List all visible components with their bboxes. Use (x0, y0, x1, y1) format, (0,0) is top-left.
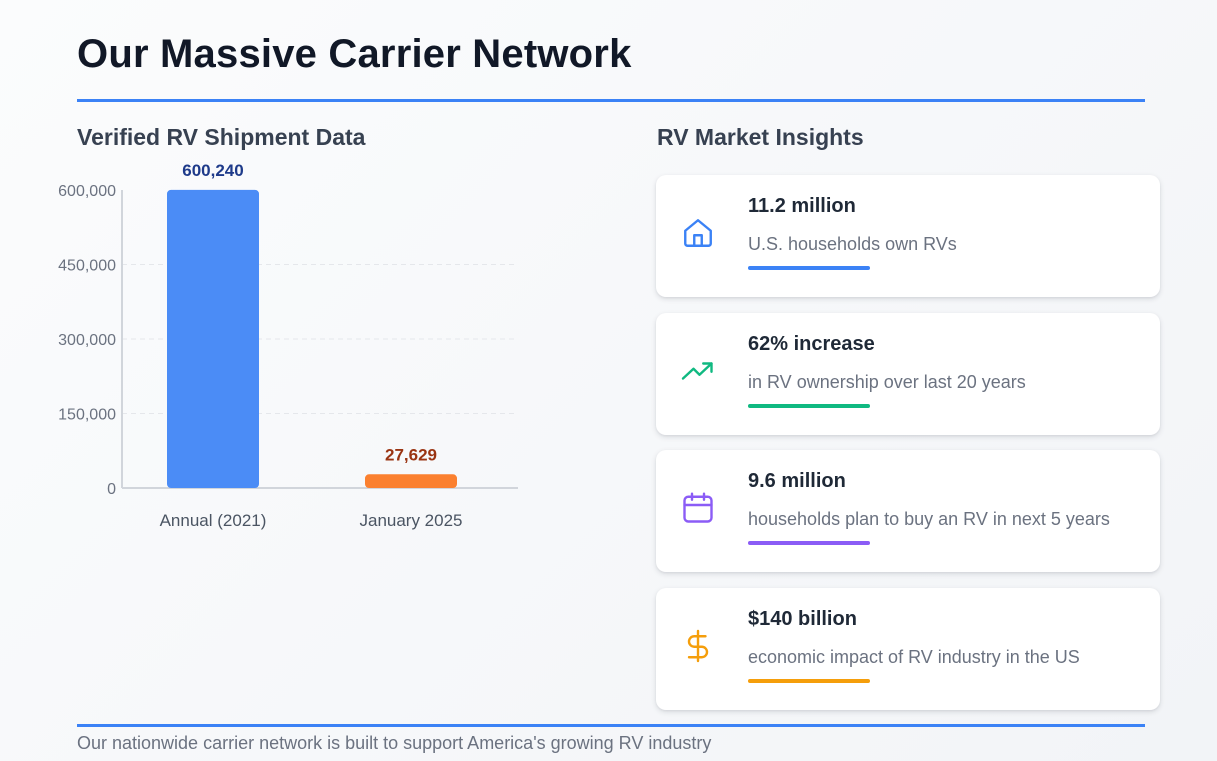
insight-description: in RV ownership over last 20 years (748, 372, 1026, 392)
y-tick-label: 150,000 (58, 407, 116, 424)
bar-value-label: 27,629 (385, 445, 437, 464)
insight-description: economic impact of RV industry in the US (748, 647, 1080, 667)
insight-value: 9.6 million (748, 470, 846, 492)
footer-divider (77, 724, 1145, 727)
insight-value: 11.2 million (748, 195, 856, 217)
trending-up-icon (680, 353, 716, 389)
insight-card-planned-buyers: 9.6 million households plan to buy an RV… (656, 450, 1160, 572)
insight-description: households plan to buy an RV in next 5 y… (748, 509, 1110, 529)
calendar-icon (680, 490, 716, 526)
bar-1 (167, 189, 259, 488)
footer-text: Our nationwide carrier network is built … (77, 733, 712, 753)
y-tick-label: 0 (107, 481, 116, 498)
insight-accent-bar (748, 266, 870, 270)
shipment-bar-chart: 0 150,000 300,000 450,000 600,000 600,240 Annu… (58, 161, 518, 530)
bar-value-label: 600,240 (182, 161, 243, 180)
bar-2 (365, 474, 457, 488)
insight-accent-bar (748, 679, 870, 683)
insight-value: 62% increase (748, 333, 875, 355)
insight-accent-bar (748, 404, 870, 408)
insight-description: U.S. households own RVs (748, 234, 957, 254)
insight-card-economic-impact: $140 billion economic impact of RV indus… (656, 588, 1160, 710)
insight-card-ownership-increase: 62% increase in RV ownership over last 2… (656, 313, 1160, 435)
chart-title: Verified RV Shipment Data (77, 124, 366, 150)
insights-title: RV Market Insights (657, 124, 864, 150)
x-category-label: January 2025 (359, 511, 462, 530)
page-title: Our Massive Carrier Network (77, 32, 632, 76)
y-tick-label: 300,000 (58, 332, 116, 349)
insight-accent-bar (748, 541, 870, 545)
dollar-sign-icon (680, 628, 716, 664)
home-icon (680, 215, 716, 251)
insight-value: $140 billion (748, 608, 857, 630)
insight-card-households: 11.2 million U.S. households own RVs (656, 175, 1160, 297)
title-divider (77, 99, 1145, 102)
x-category-label: Annual (2021) (160, 511, 267, 530)
y-tick-label: 600,000 (58, 183, 116, 200)
y-tick-label: 450,000 (58, 258, 116, 275)
